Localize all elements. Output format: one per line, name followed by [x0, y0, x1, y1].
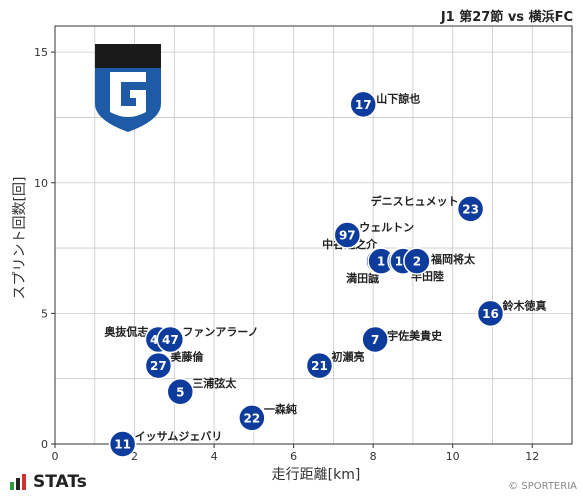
stats-bars-icon	[10, 474, 28, 490]
player-name-label: 山下諒也	[376, 91, 420, 105]
x-tick-label: 2	[131, 450, 138, 463]
club-logo-g-letter	[110, 72, 146, 117]
club-logo	[95, 44, 161, 132]
player-name-label: 福岡将太	[430, 252, 476, 266]
data-point: 47	[156, 325, 185, 354]
data-point: 5	[166, 378, 195, 406]
data-points: 1723975121021674447272152211	[108, 90, 505, 458]
data-point-number: 21	[311, 359, 328, 373]
data-point-number: 17	[355, 98, 372, 112]
player-name-label: 満田誠	[346, 271, 379, 285]
y-tick-label: 5	[41, 307, 48, 320]
player-name-label: デニスヒュメット	[371, 194, 459, 208]
y-axis-label: スプリント回数[回]	[12, 177, 28, 300]
data-point-marker	[361, 325, 389, 354]
data-point: 23	[456, 195, 485, 223]
player-name-label: イッサムジェバリ	[135, 430, 223, 443]
player-name-label: 宇佐美貴史	[387, 329, 443, 343]
data-point-number: 11	[114, 438, 131, 452]
x-axis-label: 走行距離[km]	[272, 466, 361, 483]
data-point: 11	[108, 430, 137, 458]
x-tick-label: 0	[52, 450, 59, 463]
player-name-label: 初瀬亮	[331, 350, 364, 364]
data-point: 22	[238, 404, 266, 432]
data-point-marker	[349, 90, 377, 119]
data-point-marker	[333, 221, 362, 249]
data-point-number: 16	[482, 307, 499, 321]
player-name-label: ウェルトン	[359, 221, 414, 234]
plot-frame	[54, 25, 573, 445]
player-name-label: 奥抜侃志	[103, 325, 148, 339]
data-point: 21	[305, 351, 334, 380]
player-name-label: 鈴木徳真	[502, 298, 546, 312]
x-tick-label: 8	[370, 450, 377, 463]
y-tick-label: 15	[34, 46, 48, 59]
data-point-marker	[156, 325, 185, 354]
player-labels: 山下諒也デニスヒュメットウェルトン中谷進之介満田誠福岡将太半田陸鈴木徳真宇佐美貴…	[103, 91, 546, 443]
data-point-number: 2	[413, 255, 421, 269]
data-point-number: 7	[371, 333, 379, 347]
data-point-number: 27	[150, 359, 167, 373]
data-point-marker	[476, 299, 505, 328]
x-tick-label: 6	[290, 450, 297, 463]
data-point-marker	[305, 351, 334, 380]
data-point-marker	[238, 404, 266, 432]
x-tick-label: 10	[446, 450, 460, 463]
data-point: 27	[144, 351, 173, 380]
x-tick-label: 12	[525, 450, 539, 463]
data-point-marker	[456, 195, 485, 223]
data-point: 17	[349, 90, 377, 119]
data-point-number: 47	[162, 333, 179, 347]
player-name-label: 三浦弦太	[192, 376, 237, 390]
player-name-label: 美藤倫	[170, 350, 204, 364]
data-point: 7	[361, 325, 389, 354]
data-point: 97	[333, 221, 362, 249]
club-logo-crown	[95, 44, 161, 70]
data-point-number: 1	[377, 255, 385, 269]
data-point-number: 5	[176, 385, 184, 399]
chart-title: J1 第27節 vs 横浜FC	[440, 10, 573, 25]
data-point-number: 23	[462, 202, 479, 216]
data-point-marker	[403, 247, 431, 275]
data-point-marker	[144, 351, 173, 380]
data-point: 2	[403, 247, 431, 275]
player-name-label: 一森純	[264, 402, 297, 416]
y-tick-label: 0	[41, 438, 48, 451]
data-point: 16	[476, 299, 505, 328]
x-tick-label: 4	[211, 450, 218, 463]
player-name-label: ファンアラーノ	[182, 326, 258, 339]
data-point-number: 22	[244, 411, 261, 425]
stats-brand: STATs	[10, 472, 87, 492]
stats-brand-text: STATs	[33, 472, 87, 492]
data-point-marker	[166, 378, 195, 406]
data-point-marker	[108, 430, 137, 458]
y-tick-label: 10	[34, 177, 48, 190]
data-point-number: 97	[339, 229, 356, 243]
copyright: © SPORTERIA	[508, 481, 577, 492]
